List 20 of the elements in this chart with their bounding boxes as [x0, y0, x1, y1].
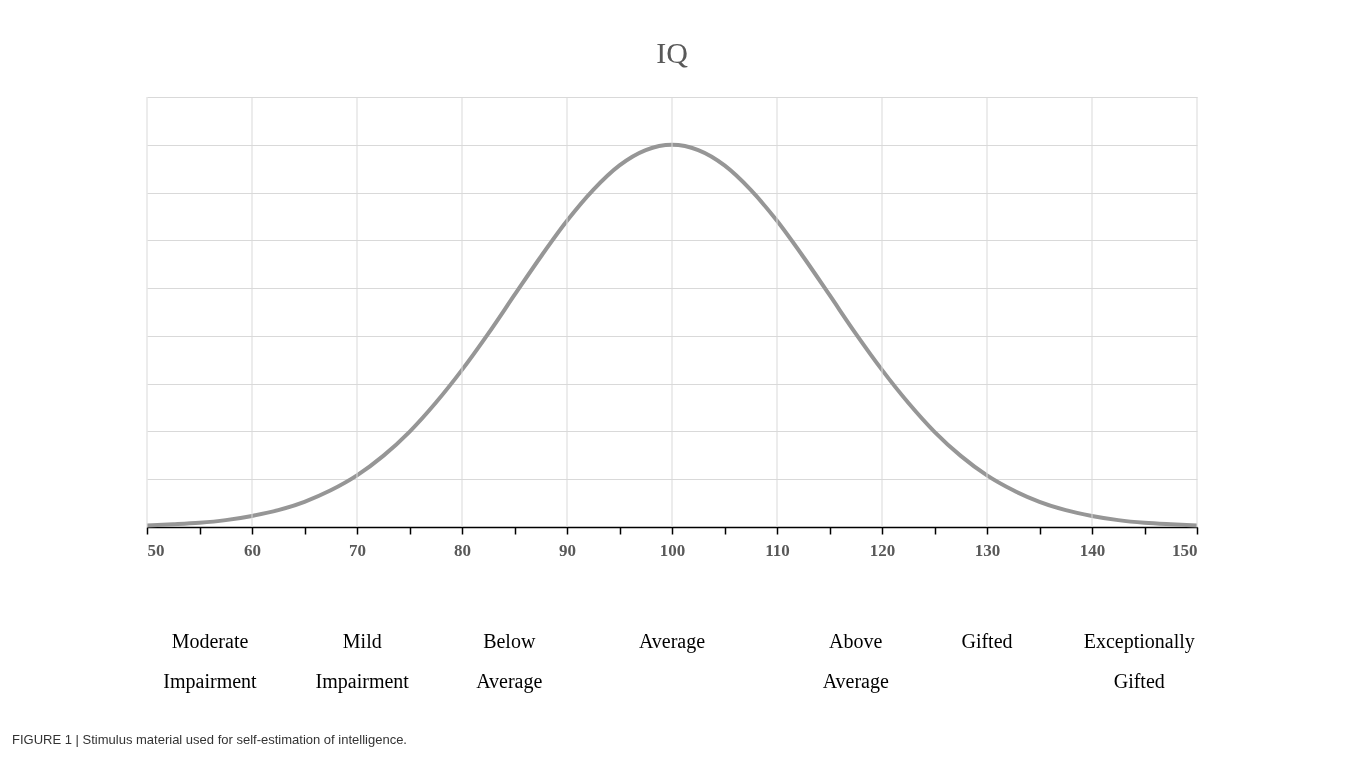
- x-tick-label: 60: [244, 540, 261, 560]
- chart-title: IQ: [656, 35, 689, 69]
- x-tick-label: 120: [869, 540, 896, 560]
- x-tick-label: 110: [765, 540, 790, 560]
- text: Exceptionally Gifted: [1083, 630, 1195, 692]
- x-tick-label: 80: [454, 540, 471, 560]
- text: Moderate Impairment: [163, 630, 258, 693]
- caption: FIGURE 1 | Stimulus material used for self-estimation of intelligence.: [12, 732, 407, 747]
- text: Average: [638, 630, 706, 653]
- x-tick-label: 50: [147, 540, 165, 560]
- x-tick-label: 140: [1079, 540, 1106, 560]
- text: Above Average: [822, 630, 889, 693]
- x-tick-label: 70: [349, 540, 366, 560]
- x-tick-label: 130: [974, 540, 1001, 560]
- x-tick-label: 90: [559, 540, 576, 560]
- text: Below Average: [476, 630, 543, 693]
- text: Mild Impairment: [315, 630, 410, 693]
- x-tick-label: 150: [1172, 540, 1198, 560]
- text: Gifted: [961, 630, 1013, 652]
- x-tick-label: 100: [659, 540, 686, 560]
